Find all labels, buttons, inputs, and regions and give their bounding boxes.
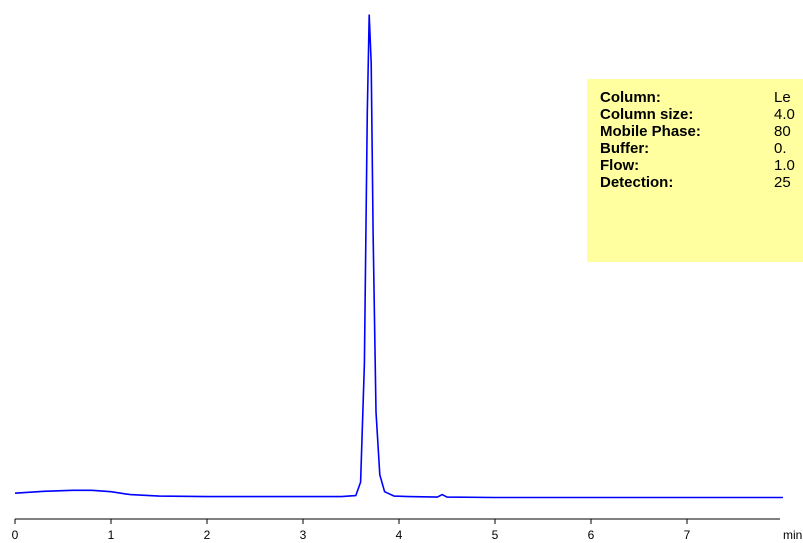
condition-row: Mobile Phase: 80	[600, 123, 795, 140]
x-tick-label: 4	[396, 528, 403, 542]
condition-label: Column:	[600, 89, 774, 106]
condition-row: Detection: 25	[600, 174, 795, 191]
x-tick-label: 1	[108, 528, 115, 542]
condition-value: 0.	[774, 140, 795, 157]
conditions-box: Column: Le Column size: 4.0 Mobile Phase: 80 B…	[587, 79, 803, 262]
x-tick-label: 2	[204, 528, 211, 542]
x-tick-label: 3	[300, 528, 307, 542]
x-tick-label: 6	[588, 528, 595, 542]
condition-label: Column size:	[600, 106, 774, 123]
condition-value: 80	[774, 123, 795, 140]
condition-row: Flow: 1.0	[600, 157, 795, 174]
x-tick-label: 0	[12, 528, 19, 542]
x-tick-label: 5	[492, 528, 499, 542]
condition-value: 4.0	[774, 106, 795, 123]
condition-row: Column size: 4.0	[600, 106, 795, 123]
condition-row: Column: Le	[600, 89, 795, 106]
condition-value: Le	[774, 89, 795, 106]
condition-value: 1.0	[774, 157, 795, 174]
condition-label: Flow:	[600, 157, 774, 174]
condition-row: Buffer: 0.	[600, 140, 795, 157]
condition-label: Detection:	[600, 174, 774, 191]
x-axis-unit: min	[783, 528, 802, 542]
condition-label: Mobile Phase:	[600, 123, 774, 140]
condition-value: 25	[774, 174, 795, 191]
x-tick-label: 7	[684, 528, 691, 542]
x-axis: 0 1 2 3 4 5 6 7 min	[12, 519, 803, 542]
conditions-table: Column: Le Column size: 4.0 Mobile Phase: 80 B…	[600, 89, 795, 191]
condition-label: Buffer:	[600, 140, 774, 157]
x-ticks: 0 1 2 3 4 5 6 7	[12, 519, 691, 542]
